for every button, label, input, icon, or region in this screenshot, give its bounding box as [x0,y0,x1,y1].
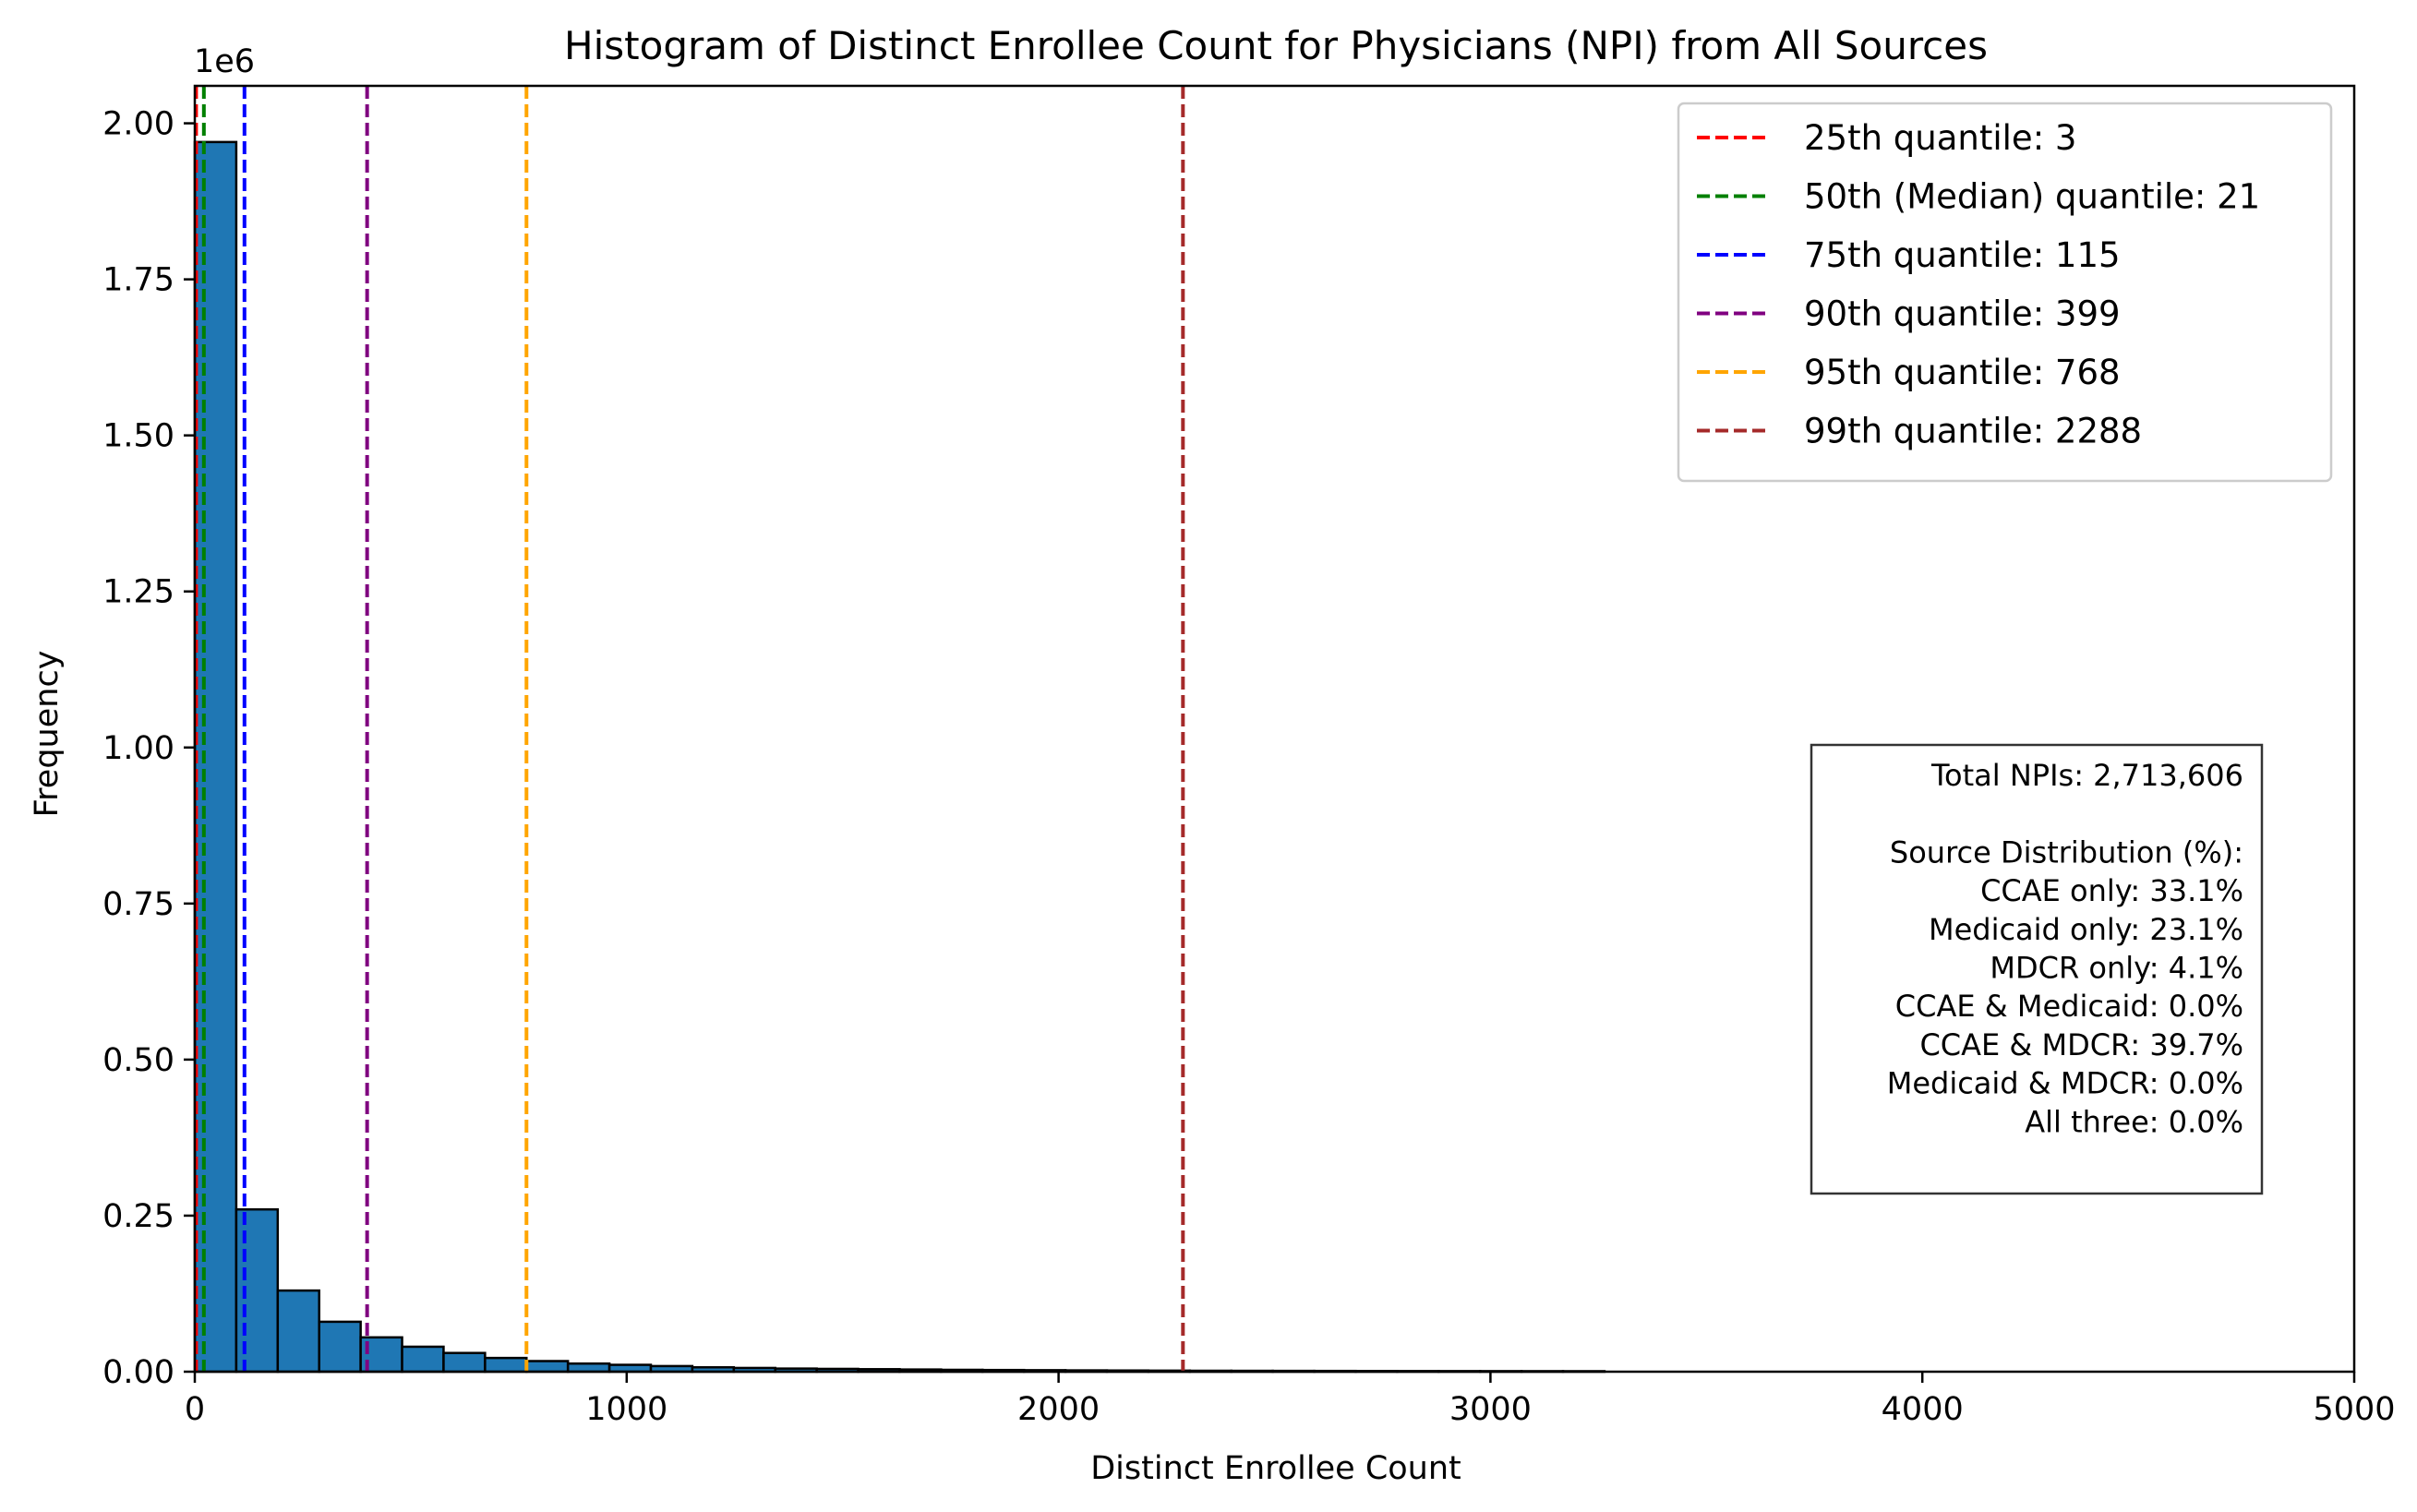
histogram-bar [525,1360,570,1374]
legend-frame [1677,102,2333,483]
x-axis-label: Distinct Enrollee Count [1090,1450,1461,1487]
info-box: Total NPIs: 2,713,606 Source Distribution… [1810,743,2264,1195]
info-box-line: All three: 0.0% [2025,1104,2243,1139]
info-box-line: CCAE only: 33.1% [1980,873,2243,908]
x-tick-label: 5000 [2313,1391,2395,1428]
y-axis-label: Frequency [29,651,66,818]
legend: 25th quantile: 3 50th (Median) quantile: … [1677,102,2333,483]
info-box-line: Medicaid only: 23.1% [1929,912,2243,947]
info-box-line: CCAE & MDCR: 39.7% [1919,1027,2243,1062]
y-tick-label: 0.00 [102,1354,174,1391]
x-tick-label: 1000 [585,1391,667,1428]
y-tick-label: 0.75 [102,886,174,923]
histogram-bar [566,1362,611,1374]
y-axis-ticks: 0.00 0.25 0.50 0.75 1.00 1.25 1.50 1.75 2.00 [102,106,195,1391]
legend-label: 25th quantile: 3 [1804,118,2076,158]
y-tick-label: 0.50 [102,1042,174,1079]
y-tick-label: 2.00 [102,106,174,143]
y-tick-label: 1.25 [102,574,174,611]
x-tick-label: 2000 [1017,1391,1100,1428]
axes-frame [193,84,2356,1374]
histogram-bar [234,1207,280,1374]
y-tick-label: 1.75 [102,262,174,299]
y-tick-label: 1.50 [102,418,174,455]
quantile-lines [194,86,1185,1372]
info-box-line: CCAE & Medicaid: 0.0% [1895,989,2243,1024]
x-tick-label: 3000 [1449,1391,1532,1428]
axes [193,84,2356,1374]
x-axis-ticks: 0 1000 2000 3000 4000 5000 [185,1372,2396,1428]
chart-title: Histogram of Distinct Enrollee Count for… [564,23,1988,68]
histogram-bar [193,140,238,1374]
legend-label: 75th quantile: 115 [1804,235,2121,275]
info-box-line: Total NPIs: 2,713,606 [1930,758,2243,793]
legend-label: 50th (Median) quantile: 21 [1804,177,2260,217]
x-tick-label: 0 [185,1391,205,1428]
x-tick-label: 4000 [1882,1391,1964,1428]
info-box-frame [1810,743,2264,1195]
legend-label: 99th quantile: 2288 [1804,412,2142,451]
y-offset-label: 1e6 [194,43,255,80]
legend-label: 90th quantile: 399 [1804,294,2121,334]
histogram-bar [401,1345,445,1374]
info-box-line: Medicaid & MDCR: 0.0% [1887,1066,2243,1101]
info-box-line: MDCR only: 4.1% [1990,951,2243,986]
legend-label: 95th quantile: 768 [1804,353,2121,392]
y-tick-label: 0.25 [102,1198,174,1235]
histogram-bar [442,1351,487,1374]
info-box-line: Source Distribution (%): [1890,834,2243,870]
y-tick-label: 1.00 [102,730,174,767]
histogram-bar [484,1356,528,1374]
histogram-bar [276,1289,320,1374]
histogram-bar [318,1320,362,1374]
